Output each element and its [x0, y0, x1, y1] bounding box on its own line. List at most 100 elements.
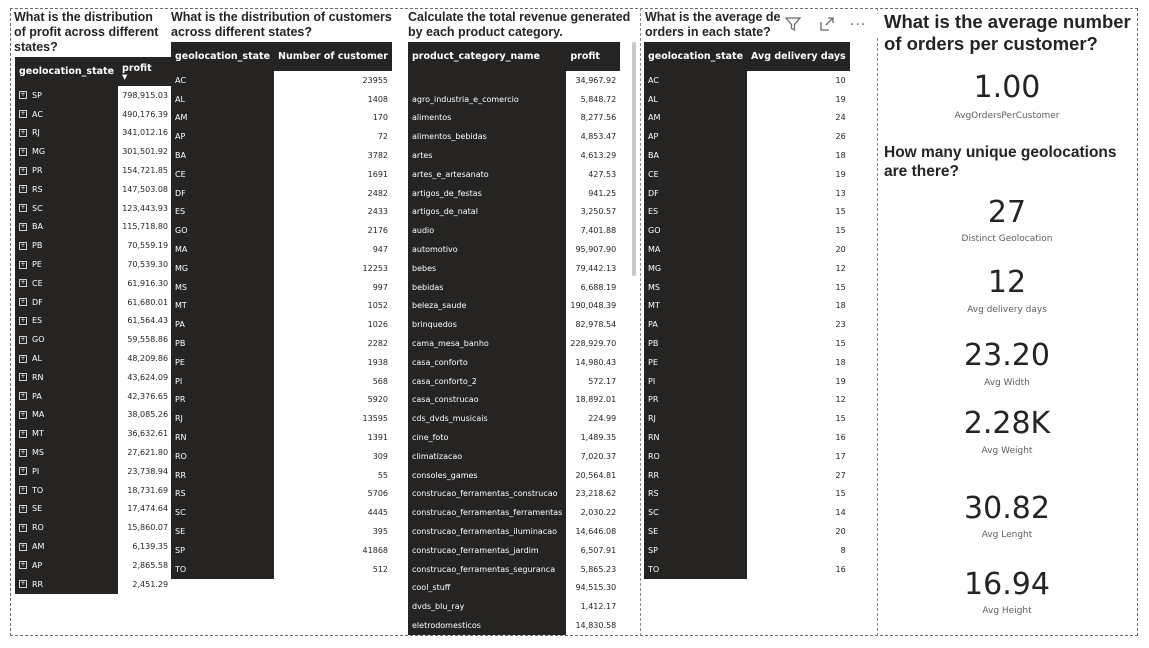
state-cell[interactable]: SP — [644, 540, 748, 560]
category-cell[interactable]: bebes — [408, 258, 567, 278]
column-header-product-category-name[interactable]: product_category_name — [408, 42, 567, 71]
table-row[interactable]: AP 26 — [644, 127, 850, 147]
category-cell[interactable]: construcao_ferramentas_jardim — [408, 540, 567, 560]
category-cell[interactable]: bebidas — [408, 277, 567, 297]
table-row[interactable]: construcao_ferramentas_iluminacao 14,646.… — [408, 522, 620, 541]
table-row[interactable]: AM 24 — [644, 108, 850, 128]
table-row[interactable]: + PA 42,376.65 — [15, 386, 172, 406]
table-row[interactable]: RR 55 — [171, 465, 392, 485]
table-row[interactable]: cine_foto 1,489.35 — [408, 428, 620, 447]
state-cell[interactable]: MS — [644, 277, 748, 297]
table-row[interactable]: casa_construcao 18,892.01 — [408, 390, 620, 410]
table-row[interactable]: + MS 27,621.80 — [15, 443, 172, 462]
table-row[interactable]: CE 19 — [644, 164, 850, 184]
category-cell[interactable]: construcao_ferramentas_iluminacao — [408, 522, 567, 541]
table-row[interactable]: PB 2282 — [171, 334, 392, 353]
state-cell[interactable]: SP — [171, 540, 275, 560]
state-cell[interactable]: + SC — [15, 198, 119, 218]
state-cell[interactable]: + AL — [15, 349, 119, 368]
state-cell[interactable]: PB — [171, 334, 275, 353]
state-cell[interactable]: + RS — [15, 179, 119, 199]
category-cell[interactable]: casa_conforto — [408, 352, 567, 372]
table-row[interactable]: GO 15 — [644, 221, 850, 241]
table-row[interactable]: + RR 2,451.29 — [15, 574, 172, 594]
expand-row-icon[interactable]: + — [19, 222, 27, 231]
table-row[interactable]: climatizacao 7,020.37 — [408, 446, 620, 466]
column-header-number-of-customer[interactable]: Number of customer — [274, 42, 392, 71]
state-cell[interactable]: MT — [171, 296, 275, 316]
category-cell[interactable]: artigos_de_festas — [408, 183, 567, 203]
state-cell[interactable]: + SP — [15, 86, 119, 105]
expand-row-icon[interactable]: + — [19, 279, 27, 288]
table-row[interactable]: + RN 43,624.09 — [15, 367, 172, 387]
table-row[interactable]: ES 2433 — [171, 202, 392, 222]
table-row[interactable]: AL 19 — [644, 89, 850, 109]
state-cell[interactable]: PR — [644, 390, 748, 410]
state-cell[interactable]: + PE — [15, 255, 119, 274]
state-cell[interactable]: + AP — [15, 555, 119, 575]
table-row[interactable]: PR 5920 — [171, 390, 392, 410]
expand-row-icon[interactable]: + — [19, 542, 27, 551]
expand-row-icon[interactable]: + — [19, 204, 27, 213]
state-cell[interactable]: CE — [644, 164, 748, 184]
table-row[interactable]: PA 1026 — [171, 315, 392, 335]
expand-row-icon[interactable]: + — [19, 147, 27, 156]
expand-row-icon[interactable]: + — [19, 110, 27, 119]
state-cell[interactable]: + GO — [15, 330, 119, 350]
expand-row-icon[interactable]: + — [19, 448, 27, 457]
category-cell[interactable]: artes_e_artesanato — [408, 164, 567, 184]
table-row[interactable]: audio 7,401.88 — [408, 221, 620, 241]
table-row[interactable]: + GO 59,558.86 — [15, 330, 172, 350]
table-row[interactable]: artigos_de_festas 941.25 — [408, 183, 620, 203]
state-cell[interactable]: + PI — [15, 461, 119, 481]
state-cell[interactable]: DF — [644, 183, 748, 203]
state-cell[interactable]: BA — [644, 146, 748, 165]
table-row[interactable]: MS 15 — [644, 277, 850, 297]
expand-row-icon[interactable]: + — [19, 335, 27, 344]
table-row[interactable]: AC 23955 — [171, 71, 392, 90]
state-cell[interactable]: MA — [171, 240, 275, 259]
state-cell[interactable]: + ES — [15, 311, 119, 331]
table-row[interactable]: + PR 154,721.85 — [15, 161, 172, 180]
expand-row-icon[interactable]: + — [19, 185, 27, 194]
table-row[interactable]: AC 10 — [644, 71, 850, 90]
category-cell[interactable]: consoles_games — [408, 465, 567, 485]
table-row[interactable]: + PB 70,559.19 — [15, 236, 172, 256]
table-row[interactable]: ES 15 — [644, 202, 850, 222]
table-row[interactable]: TO 512 — [171, 559, 392, 579]
state-cell[interactable]: + RN — [15, 367, 119, 387]
table-row[interactable]: + AC 490,176.39 — [15, 104, 172, 124]
table-row[interactable]: + AM 6,139.35 — [15, 537, 172, 556]
state-cell[interactable]: + MS — [15, 443, 119, 462]
category-cell[interactable]: audio — [408, 221, 567, 241]
category-cell[interactable]: cine_foto — [408, 428, 567, 447]
table-row[interactable]: dvds_blu_ray 1,412.17 — [408, 597, 620, 617]
table-row[interactable]: bebes 79,442.13 — [408, 258, 620, 278]
expand-row-icon[interactable]: + — [19, 373, 27, 382]
table-row[interactable]: CE 1691 — [171, 164, 392, 184]
table-row[interactable]: MG 12 — [644, 258, 850, 278]
state-cell[interactable]: + PA — [15, 386, 119, 406]
category-cell[interactable]: construcao_ferramentas_construcao — [408, 484, 567, 504]
state-cell[interactable]: + PB — [15, 236, 119, 256]
expand-row-icon[interactable]: + — [19, 241, 27, 250]
column-header-profit[interactable]: profit ▼ — [118, 57, 173, 86]
category-cell[interactable]: casa_conforto_2 — [408, 371, 567, 391]
table-row[interactable]: RJ 13595 — [171, 409, 392, 429]
state-cell[interactable]: RO — [644, 446, 748, 466]
table-vertical-scrollbar[interactable] — [632, 42, 636, 276]
table-row[interactable]: consoles_games 20,564.81 — [408, 465, 620, 485]
table-row[interactable]: + AP 2,865.58 — [15, 555, 172, 575]
state-cell[interactable]: + DF — [15, 292, 119, 312]
table-row[interactable]: + RS 147,503.08 — [15, 179, 172, 199]
table-row[interactable]: artes 4,613.29 — [408, 146, 620, 165]
table-row[interactable]: + MG 301,501.92 — [15, 142, 172, 162]
table-row[interactable]: artes_e_artesanato 427.53 — [408, 164, 620, 184]
category-cell[interactable]: alimentos_bebidas — [408, 127, 567, 147]
state-cell[interactable]: SC — [171, 503, 275, 523]
state-cell[interactable]: BA — [171, 146, 275, 165]
table-row[interactable]: bebidas 6,688.19 — [408, 277, 620, 297]
state-cell[interactable]: RO — [171, 446, 275, 466]
category-cell[interactable]: beleza_saude — [408, 296, 567, 316]
table-row[interactable]: DF 2482 — [171, 183, 392, 203]
